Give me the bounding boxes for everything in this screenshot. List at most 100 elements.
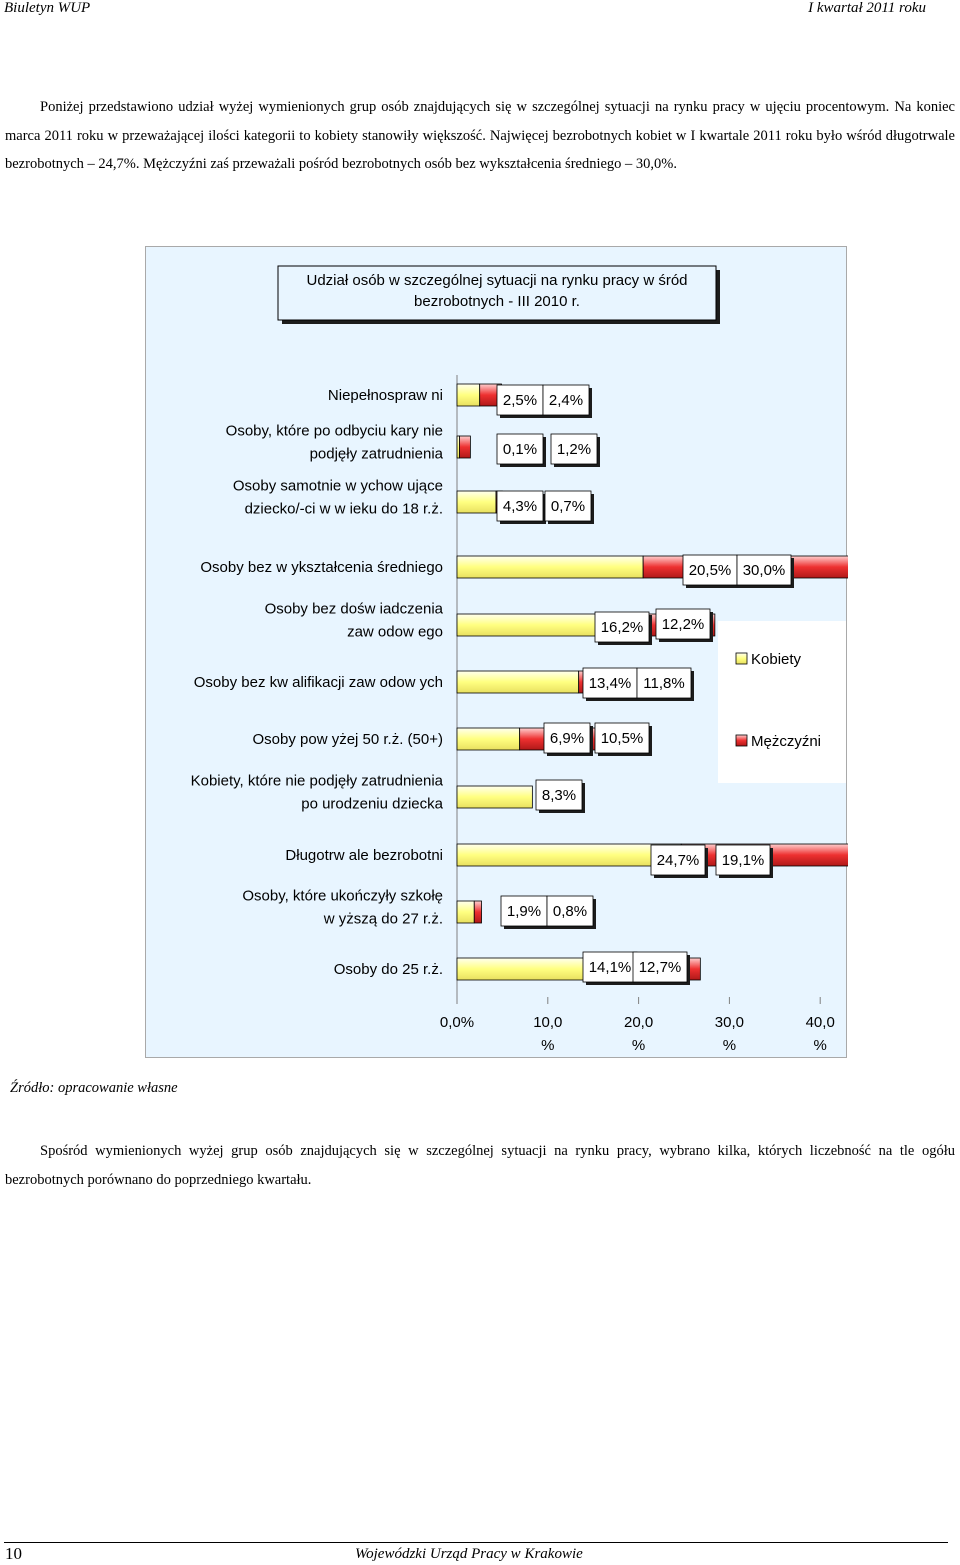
x-tick-label: 0,0% [440, 1014, 474, 1031]
legend-swatch [735, 652, 748, 665]
data-label-kobiety-box [582, 667, 638, 699]
data-labels: 2,5% 2,4% 0,1% 1,2% 4,3% 0,7% 20,5% 30,0% 16,2% 1… [496, 384, 794, 985]
bar-kobiety [456, 383, 481, 407]
data-label-kobiety: 1,9% [507, 903, 541, 920]
chart-title-group: Udział osób w szczególnej sytuacji na ry… [277, 265, 720, 324]
data-label-kobiety-box [594, 611, 650, 643]
chart-title-line: bezrobotnych - III 2010 r. [414, 293, 580, 310]
data-label-kobiety-box [500, 895, 548, 927]
x-tick-label: 10,0 [533, 1014, 562, 1031]
x-tick-label: 30,0 [715, 1014, 744, 1031]
data-label-mezczyzni: 1,2% [557, 441, 591, 458]
category-label: Osoby pow yżej 50 r.ż. (50+) [252, 731, 443, 748]
bar-chart: Udział osób w szczególnej sytuacji na ry… [191, 265, 848, 1054]
x-tick-label: 40,0 [806, 1014, 835, 1031]
x-tick-label: % [723, 1037, 736, 1054]
data-label-kobiety-box [543, 722, 591, 754]
category-label: po urodzeniu dziecka [301, 796, 443, 813]
data-label-kobiety-box [496, 433, 544, 465]
bar-kobiety [456, 613, 605, 637]
category-label: Kobiety, które nie podjęły zatrudnienia [191, 773, 444, 790]
source-note: Źródło: opracowanie własne [10, 1080, 178, 1096]
category-label: zaw odow ego [347, 624, 443, 641]
category-label: Osoby bez w ykształcenia średniego [200, 559, 443, 576]
data-label-mezczyzni-box [546, 895, 594, 927]
data-label-mezczyzni: 30,0% [743, 562, 786, 579]
chart-title-line: Udział osób w szczególnej sytuacji na ry… [307, 272, 688, 289]
data-label-kobiety-box [650, 844, 706, 876]
x-tick-label: % [632, 1037, 645, 1054]
legend-label: Kobiety [751, 651, 802, 668]
page-header: Biuletyn WUP I kwartał 2011 roku [0, 0, 960, 20]
data-label-kobiety: 4,3% [503, 498, 537, 515]
data-label-mezczyzni: 0,8% [553, 903, 587, 920]
bar-mezczyzni [459, 435, 471, 459]
legend-label: Mężczyźni [751, 733, 821, 750]
category-label: Niepełnospraw ni [328, 387, 443, 404]
category-label: Długotrw ale bezrobotni [285, 847, 443, 864]
data-label-mezczyzni: 10,5% [601, 730, 644, 747]
data-label-kobiety: 8,3% [542, 787, 576, 804]
header-right: I kwartał 2011 roku [808, 0, 926, 16]
data-label-mezczyzni: 11,8% [643, 675, 684, 692]
data-label-kobiety: 13,4% [589, 675, 632, 692]
bar-kobiety [456, 670, 580, 694]
data-label-mezczyzni-box [544, 490, 592, 522]
category-labels: Niepełnospraw ni Osoby, które po odbyciu … [191, 387, 444, 978]
closing-paragraph: Spośród wymienionych wyżej grup osób zna… [5, 1143, 955, 1188]
data-label-kobiety: 24,7% [657, 852, 700, 869]
x-tick-label: 20,0 [624, 1014, 653, 1031]
category-label: Osoby bez kw alifikacji zaw odow ych [194, 674, 443, 691]
data-label-mezczyzni: 0,7% [551, 498, 585, 515]
category-label: dziecko/-ci w w ieku do 18 r.ż. [245, 501, 443, 518]
data-label-kobiety-box [682, 554, 738, 586]
bar-kobiety [456, 555, 644, 579]
bar-kobiety [456, 490, 497, 514]
data-label-mezczyzni: 12,7% [639, 959, 682, 976]
bar-kobiety [456, 900, 475, 924]
legend: Kobiety Mężczyźni [718, 621, 846, 783]
bar-kobiety [456, 727, 521, 751]
data-label-mezczyzni: 2,4% [549, 392, 583, 409]
data-label-mezczyzni: 19,1% [722, 852, 765, 869]
data-label-kobiety-box [535, 779, 583, 811]
data-label-mezczyzni-box [632, 951, 688, 983]
footer-divider [4, 1542, 948, 1543]
category-label: Osoby bez dośw iadczenia [265, 601, 444, 618]
category-label: Osoby, które po odbyciu kary nie [226, 423, 443, 440]
category-label: Osoby do 25 r.ż. [334, 961, 443, 978]
title-box [277, 265, 717, 321]
category-label: Osoby samotnie w ychow ujące [233, 478, 443, 495]
data-label-mezczyzni-box [594, 722, 650, 754]
data-label-kobiety: 0,1% [503, 441, 537, 458]
intro-paragraph: Poniżej przedstawiono udział wyżej wymie… [5, 99, 955, 172]
data-label-kobiety: 16,2% [601, 619, 644, 636]
x-tick-label: % [541, 1037, 554, 1054]
data-label-kobiety: 2,5% [503, 392, 537, 409]
footer-text: Wojewódzki Urząd Pracy w Krakowie [355, 1546, 583, 1562]
bar-mezczyzni [473, 900, 482, 924]
legend-swatch [735, 734, 748, 747]
category-label: podjęły zatrudnienia [310, 446, 444, 463]
category-label: w yższą do 27 r.ż. [323, 911, 443, 928]
category-label: Osoby, które ukończyły szkołę [242, 888, 443, 905]
data-label-mezczyzni: 12,2% [662, 616, 705, 633]
data-label-kobiety: 20,5% [689, 562, 732, 579]
data-label-mezczyzni-box [655, 608, 711, 640]
data-label-kobiety: 6,9% [550, 730, 584, 747]
data-label-mezczyzni-box [736, 554, 792, 586]
data-label-mezczyzni-box [636, 667, 692, 699]
data-label-kobiety: 14,1% [589, 959, 632, 976]
data-label-mezczyzni-box [550, 433, 598, 465]
data-label-kobiety-box [496, 490, 544, 522]
legend-box [718, 621, 846, 783]
chart-frame: Udział osób w szczególnej sytuacji na ry… [145, 246, 848, 1058]
bar-kobiety [456, 957, 586, 981]
header-left: Biuletyn WUP [4, 0, 91, 16]
bar-kobiety [456, 785, 533, 809]
data-label-mezczyzni-box [715, 844, 771, 876]
x-tick-label: % [814, 1037, 827, 1054]
page-number: 10 [5, 1544, 22, 1563]
x-tick-labels: 0,0%10,0%20,0%30,0%40,0%50,0%60,0% [440, 1014, 835, 1054]
data-label-mezczyzni-box [542, 384, 590, 416]
